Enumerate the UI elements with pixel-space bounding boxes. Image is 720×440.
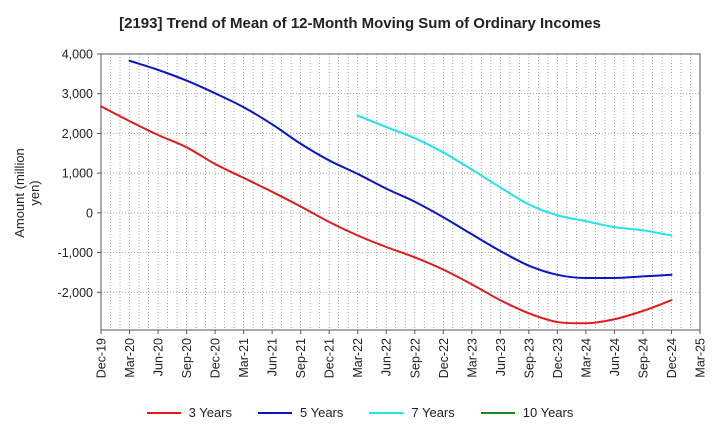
x-tick-label: Sep-24 [636, 338, 650, 378]
x-tick-label: Dec-22 [437, 338, 451, 378]
legend-item-7-years: 7 Years [369, 405, 455, 420]
x-tick-label: Mar-20 [123, 338, 137, 378]
legend-swatch-5-years [258, 411, 292, 414]
x-tick-label: Jun-23 [494, 338, 508, 376]
y-tick-label: 4,000 [62, 48, 93, 62]
series-line-5-years [128, 59, 673, 279]
y-tick-label: -1,000 [58, 246, 93, 260]
x-tick-label: Mar-21 [237, 338, 251, 378]
x-tick-label: Mar-25 [694, 338, 708, 378]
x-tick-label: Mar-22 [351, 338, 365, 378]
legend-label-10-years: 10 Years [522, 405, 574, 420]
y-tick-label: 3,000 [62, 87, 93, 101]
x-tick-label: Sep-23 [522, 338, 536, 378]
x-tick-label: Jun-21 [266, 338, 280, 376]
x-tick-label: Mar-23 [465, 338, 479, 378]
legend-item-3-years: 3 Years [146, 405, 232, 420]
x-tick-label: Jun-22 [380, 338, 394, 376]
plot-area [101, 54, 700, 330]
x-tick-label: Sep-20 [180, 338, 194, 378]
legend-swatch-3-years [146, 411, 181, 414]
legend-label-3-years: 3 Years [188, 405, 232, 420]
legend-item-10-years: 10 Years [480, 405, 574, 420]
y-tick-label: 1,000 [62, 167, 93, 181]
chart-title: [2193] Trend of Mean of 12-Month Moving … [119, 15, 601, 32]
x-tick-label: Jun-24 [608, 338, 622, 376]
legend-item-5-years: 5 Years [258, 405, 343, 420]
legend-swatch-10-years [480, 411, 515, 414]
x-tick-label: Sep-22 [408, 338, 422, 378]
y-tick-label: -2,000 [58, 286, 93, 300]
legend: 3 Years 5 Years 7 Years 10 Years [0, 405, 720, 420]
x-tick-label: Dec-23 [551, 338, 565, 378]
plot-border [100, 53, 701, 331]
x-tick-label: Dec-20 [209, 338, 223, 378]
x-tick-label: Sep-21 [294, 338, 308, 378]
legend-label-5-years: 5 Years [300, 405, 344, 420]
legend-swatch-7-years [369, 411, 404, 414]
series-line-7-years [356, 114, 673, 237]
series-line-3-years [100, 105, 673, 325]
legend-label-7-years: 7 Years [411, 405, 455, 420]
x-tick-label: Jun-20 [152, 338, 166, 376]
y-tick-label: 2,000 [62, 127, 93, 141]
x-tick-label: Mar-24 [579, 338, 593, 378]
x-tick-label: Dec-24 [665, 338, 679, 378]
x-tick-label: Dec-19 [95, 338, 109, 378]
x-tick-label: Dec-21 [323, 338, 337, 378]
y-tick-label: 0 [86, 206, 93, 220]
